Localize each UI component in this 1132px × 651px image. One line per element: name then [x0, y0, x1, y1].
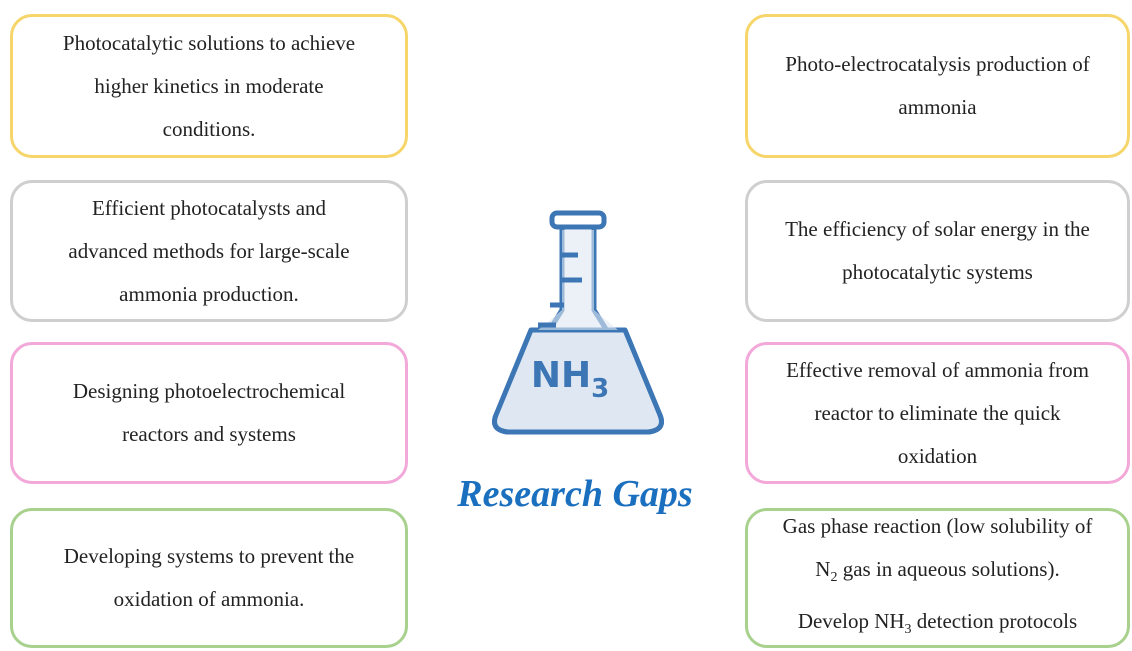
text-line: conditions. — [162, 116, 256, 141]
subscript: 2 — [830, 570, 838, 586]
subscript: 3 — [904, 621, 912, 637]
text-line: Developing systems to prevent the — [63, 544, 355, 568]
flask-label: NH3 — [531, 355, 609, 404]
flask-icon: NH3 — [492, 210, 664, 435]
right-box: Effective removal of ammonia from reactor… — [745, 342, 1130, 484]
text-line: Efficient photocatalysts and — [91, 195, 327, 220]
left-box: Photocatalytic solutions to achieve highe… — [10, 14, 408, 158]
text-line: Photo-electrocatalysis production of — [785, 52, 1090, 76]
text-line: photocatalytic systems — [842, 260, 1033, 284]
flask-label-main: NH — [531, 355, 591, 396]
text-line: Develop NH3 detection protocols — [798, 600, 1077, 651]
text-line: advanced methods for large-scale — [68, 238, 350, 263]
flask-label-sub: 3 — [591, 374, 609, 404]
title: Research Gaps — [457, 473, 693, 515]
text-part: gas in aqueous solutions). — [837, 557, 1060, 582]
text-line: N2 gas in aqueous solutions). — [815, 548, 1059, 599]
text-line: higher kinetics in moderate — [94, 73, 324, 98]
text-part: Develop NH — [797, 608, 905, 633]
text-line: The efficiency of solar energy in the — [785, 217, 1090, 241]
left-box: Designing photoelectrochemical reactors a… — [10, 342, 408, 484]
text-part: detection protocols — [911, 608, 1078, 633]
text-line: reactors and systems — [122, 422, 296, 446]
text-line: Photocatalytic solutions to achieve — [62, 30, 356, 55]
text-line: oxidation — [897, 443, 978, 468]
right-box: Photo-electrocatalysis production of ammo… — [745, 14, 1130, 158]
left-box: Efficient photocatalysts and advanced met… — [10, 180, 408, 322]
text-line: ammonia production. — [119, 281, 299, 306]
text-line: oxidation of ammonia. — [113, 587, 305, 611]
text-part: N — [815, 557, 831, 582]
right-box: The efficiency of solar energy in the pho… — [745, 180, 1130, 322]
text-line: Designing photoelectrochemical — [72, 379, 346, 403]
left-box: Developing systems to prevent the oxidati… — [10, 508, 408, 648]
text-line: ammonia — [898, 95, 977, 119]
text-line: Gas phase reaction (low solubility of — [782, 514, 1093, 539]
text-line: Effective removal of ammonia from — [786, 357, 1089, 382]
right-box: Gas phase reaction (low solubility of N2 … — [745, 508, 1130, 648]
text-line: reactor to eliminate the quick — [814, 400, 1061, 425]
